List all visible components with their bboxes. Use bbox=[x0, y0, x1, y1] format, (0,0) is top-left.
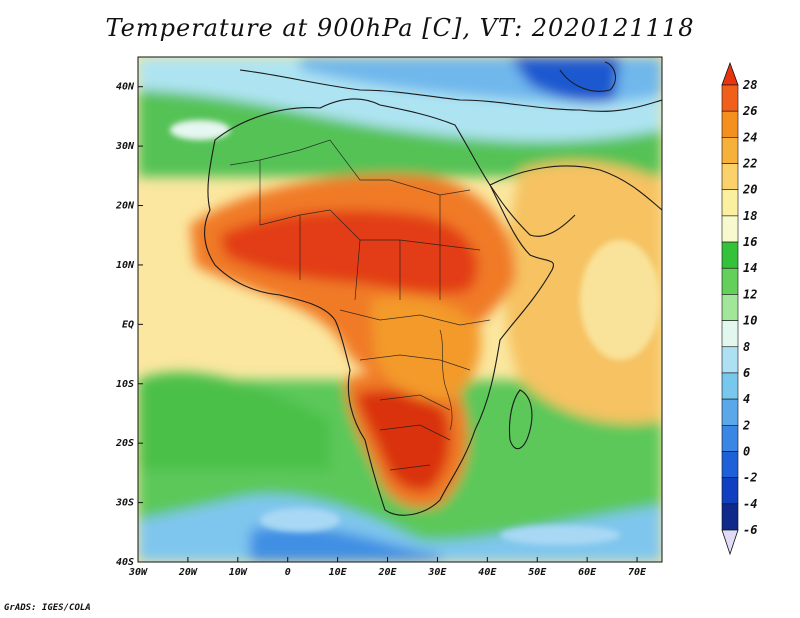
colorbar-band bbox=[721, 294, 739, 321]
lon-axis: 30W 20W 10W 0 10E 20E 30E 40E 50E 60E 70E bbox=[128, 557, 647, 578]
colorbar-level-label: 18 bbox=[743, 209, 757, 223]
lon-tick-label: 40E bbox=[478, 567, 497, 578]
lon-tick-label: 70E bbox=[628, 567, 647, 578]
lat-tick-label: 40N bbox=[116, 82, 135, 93]
border-2 bbox=[259, 160, 481, 251]
colorbar-band bbox=[721, 346, 739, 374]
coastlines bbox=[204, 61, 662, 516]
lon-tick-label: 10W bbox=[229, 567, 248, 578]
lon-tick-label: 30W bbox=[128, 567, 148, 578]
madagascar-coastline bbox=[508, 389, 533, 450]
colorbar-level-label: 20 bbox=[742, 183, 757, 197]
colorbar-band bbox=[721, 267, 739, 295]
colorbar-level-label: 4 bbox=[743, 392, 750, 406]
colorbar-band bbox=[721, 189, 739, 217]
colorbar-level-label: 16 bbox=[743, 235, 757, 249]
lon-tick-label: 0 bbox=[285, 567, 291, 578]
colorbar-level-label: 6 bbox=[743, 366, 750, 380]
border-4 bbox=[339, 309, 491, 326]
colorbar-band bbox=[721, 137, 739, 164]
field-detail-1 bbox=[260, 508, 340, 532]
colorbar-band bbox=[721, 372, 739, 400]
colorbar-band bbox=[721, 84, 739, 112]
field-central-warm bbox=[370, 296, 481, 401]
lat-axis: 40N 30N 20N 10N EQ 10S 20S 30S 40S bbox=[115, 82, 143, 568]
colorbar-level-label: 10 bbox=[743, 314, 757, 328]
lat-tick-label: 20N bbox=[115, 201, 135, 212]
plot-frame bbox=[137, 56, 663, 563]
colorbar-level-label: 8 bbox=[743, 340, 750, 354]
temperature-field bbox=[138, 57, 662, 562]
colorbar-level-label: -6 bbox=[743, 523, 757, 537]
colorbar-level-label: -2 bbox=[743, 471, 757, 485]
border-1 bbox=[229, 139, 471, 196]
europe-coastline bbox=[239, 69, 662, 112]
africa-coastline bbox=[204, 98, 554, 516]
colorbar-band bbox=[721, 424, 739, 452]
country-borders bbox=[229, 139, 491, 471]
colorbar-band bbox=[721, 163, 739, 191]
colorbar-level-label: -4 bbox=[743, 497, 757, 511]
lat-tick-label: 30N bbox=[115, 141, 135, 152]
colorbar-band bbox=[721, 320, 739, 348]
lat-tick-label: 30S bbox=[115, 498, 134, 509]
colorbar-level-label: 28 bbox=[742, 78, 757, 92]
field-detail-4 bbox=[580, 240, 660, 360]
field-sahel-hottest bbox=[220, 210, 478, 295]
colorbar-level-label: 24 bbox=[742, 130, 757, 144]
field-caucasus-cold bbox=[510, 57, 620, 104]
grads-credit: GrADS: IGES/COLA bbox=[4, 603, 91, 613]
arabia-coastline bbox=[489, 165, 662, 211]
lon-tick-label: 50E bbox=[528, 567, 547, 578]
border-6 bbox=[379, 424, 451, 471]
border-5 bbox=[359, 354, 471, 411]
border-3 bbox=[299, 195, 441, 301]
lon-tick-label: 60E bbox=[578, 567, 597, 578]
lon-tick-label: 20W bbox=[178, 567, 198, 578]
lat-tick-label: 10S bbox=[116, 379, 134, 390]
colorbar-level-label: 26 bbox=[742, 104, 757, 118]
caspian-coastline bbox=[559, 61, 616, 92]
red-sea bbox=[489, 184, 576, 237]
lon-tick-label: 10E bbox=[329, 567, 348, 578]
colorbar-level-label: 14 bbox=[743, 261, 757, 275]
colorbar-band bbox=[721, 241, 739, 269]
colorbar-level-label: 0 bbox=[743, 444, 750, 458]
rift-lakes bbox=[439, 329, 453, 431]
lon-tick-label: 20E bbox=[377, 567, 397, 578]
colorbar-band bbox=[721, 398, 739, 426]
lon-tick-label: 30E bbox=[427, 567, 447, 578]
field-detail-2 bbox=[500, 525, 620, 545]
colorbar-level-label: 22 bbox=[742, 157, 757, 171]
lat-tick-label: EQ bbox=[122, 319, 134, 330]
lat-tick-label: 40S bbox=[116, 557, 134, 568]
colorbar-band bbox=[721, 451, 739, 478]
colorbar-band bbox=[721, 110, 739, 138]
colorbar-bottom-arrow bbox=[721, 529, 739, 556]
colorbar-level-label: 12 bbox=[743, 287, 757, 301]
field-detail-3 bbox=[170, 120, 230, 140]
colorbar-level-label: 2 bbox=[742, 418, 750, 432]
lat-tick-label: 20S bbox=[115, 438, 134, 449]
colorbar-band bbox=[721, 503, 739, 531]
lat-tick-label: 10N bbox=[116, 260, 135, 271]
map-title: Temperature at 900hPa [C], VT: 202012111… bbox=[105, 14, 695, 42]
colorbar-band bbox=[721, 477, 739, 505]
colorbar-band bbox=[721, 215, 739, 243]
field-atlantic-green bbox=[138, 372, 330, 470]
colorbar-top-arrow bbox=[721, 61, 739, 86]
field-south-deepblue bbox=[250, 525, 440, 562]
